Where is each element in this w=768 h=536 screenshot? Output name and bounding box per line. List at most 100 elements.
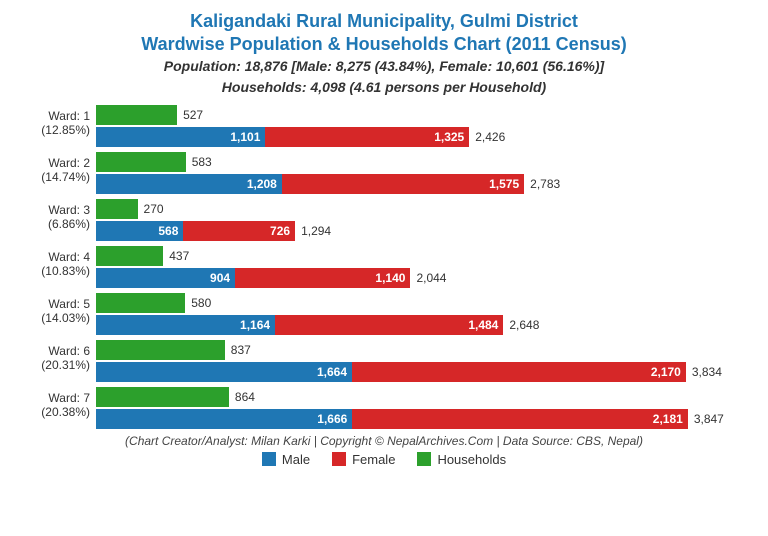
- ward-pct: (14.74%): [28, 170, 90, 184]
- subtitle-line-2: Households: 4,098 (4.61 persons per Hous…: [18, 78, 750, 97]
- ward-label: Ward: 5(14.03%): [28, 293, 96, 326]
- ward-row: Ward: 7(20.38%) 864 1,6662,181 3,847: [28, 387, 750, 429]
- title-block: Kaligandaki Rural Municipality, Gulmi Di…: [18, 10, 750, 97]
- households-value: 527: [183, 108, 203, 122]
- ward-label: Ward: 2(14.74%): [28, 152, 96, 185]
- title-line-2: Wardwise Population & Households Chart (…: [18, 33, 750, 56]
- male-bar: 1,101: [96, 127, 265, 147]
- legend-households-label: Households: [437, 452, 506, 467]
- legend-female-label: Female: [352, 452, 395, 467]
- households-bar: [96, 105, 177, 125]
- male-bar: 1,164: [96, 315, 275, 335]
- population-bar-wrap: 568726 1,294: [96, 221, 750, 241]
- households-bar-wrap: 583: [96, 152, 750, 172]
- male-swatch-icon: [262, 452, 276, 466]
- ward-pct: (20.38%): [28, 405, 90, 419]
- ward-label: Ward: 3(6.86%): [28, 199, 96, 232]
- female-bar: 1,140: [235, 268, 410, 288]
- population-bar-wrap: 1,1641,484 2,648: [96, 315, 750, 335]
- households-bar: [96, 152, 186, 172]
- households-bar: [96, 199, 138, 219]
- households-bar-wrap: 837: [96, 340, 750, 360]
- ward-label: Ward: 6(20.31%): [28, 340, 96, 373]
- households-value: 270: [144, 202, 164, 216]
- ward-row: Ward: 4(10.83%) 437 9041,140 2,044: [28, 246, 750, 288]
- ward-row: Ward: 5(14.03%) 580 1,1641,484 2,648: [28, 293, 750, 335]
- households-value: 583: [192, 155, 212, 169]
- bars-col: 864 1,6662,181 3,847: [96, 387, 750, 429]
- total-value: 2,648: [509, 318, 539, 332]
- legend-item-female: Female: [332, 452, 395, 467]
- male-bar: 904: [96, 268, 235, 288]
- households-bar: [96, 340, 225, 360]
- households-bar: [96, 246, 163, 266]
- households-bar: [96, 387, 229, 407]
- ward-pct: (12.85%): [28, 123, 90, 137]
- female-bar: 1,484: [275, 315, 503, 335]
- bars-col: 270 568726 1,294: [96, 199, 750, 241]
- male-bar: 1,666: [96, 409, 352, 429]
- households-bar-wrap: 270: [96, 199, 750, 219]
- footer-credit: (Chart Creator/Analyst: Milan Karki | Co…: [18, 434, 750, 448]
- female-bar: 1,325: [265, 127, 469, 147]
- legend: Male Female Households: [18, 452, 750, 467]
- households-bar-wrap: 437: [96, 246, 750, 266]
- female-swatch-icon: [332, 452, 346, 466]
- bars-col: 437 9041,140 2,044: [96, 246, 750, 288]
- households-swatch-icon: [417, 452, 431, 466]
- ward-row: Ward: 1(12.85%) 527 1,1011,325 2,426: [28, 105, 750, 147]
- ward-number: Ward: 5: [48, 297, 90, 311]
- bars-col: 580 1,1641,484 2,648: [96, 293, 750, 335]
- male-bar: 568: [96, 221, 183, 241]
- male-bar: 1,664: [96, 362, 352, 382]
- female-bar: 2,181: [352, 409, 688, 429]
- households-bar-wrap: 527: [96, 105, 750, 125]
- bars-col: 837 1,6642,1703,834: [96, 340, 750, 382]
- ward-number: Ward: 4: [48, 250, 90, 264]
- ward-pct: (14.03%): [28, 311, 90, 325]
- legend-male-label: Male: [282, 452, 310, 467]
- households-bar-wrap: 580: [96, 293, 750, 313]
- ward-label: Ward: 4(10.83%): [28, 246, 96, 279]
- households-value: 437: [169, 249, 189, 263]
- ward-pct: (20.31%): [28, 358, 90, 372]
- legend-item-households: Households: [417, 452, 506, 467]
- bars-col: 527 1,1011,325 2,426: [96, 105, 750, 147]
- bars-col: 583 1,2081,575 2,783: [96, 152, 750, 194]
- female-bar: 2,170: [352, 362, 686, 382]
- ward-row: Ward: 6(20.31%) 837 1,6642,1703,834: [28, 340, 750, 382]
- households-value: 864: [235, 390, 255, 404]
- ward-number: Ward: 2: [48, 156, 90, 170]
- ward-number: Ward: 7: [48, 391, 90, 405]
- male-bar: 1,208: [96, 174, 282, 194]
- total-value: 1,294: [301, 224, 331, 238]
- total-value: 2,783: [530, 177, 560, 191]
- female-bar: 1,575: [282, 174, 524, 194]
- ward-number: Ward: 1: [48, 109, 90, 123]
- female-bar: 726: [183, 221, 295, 241]
- ward-label: Ward: 7(20.38%): [28, 387, 96, 420]
- ward-number: Ward: 3: [48, 203, 90, 217]
- households-bar: [96, 293, 185, 313]
- total-value: 2,426: [475, 130, 505, 144]
- households-value: 580: [191, 296, 211, 310]
- ward-label: Ward: 1(12.85%): [28, 105, 96, 138]
- ward-number: Ward: 6: [48, 344, 90, 358]
- total-value: 3,847: [694, 412, 724, 426]
- subtitle-line-1: Population: 18,876 [Male: 8,275 (43.84%)…: [18, 57, 750, 76]
- population-bar-wrap: 9041,140 2,044: [96, 268, 750, 288]
- ward-pct: (10.83%): [28, 264, 90, 278]
- total-value: 2,044: [416, 271, 446, 285]
- chart-area: Ward: 1(12.85%) 527 1,1011,325 2,426 Ward: 2…: [18, 105, 750, 429]
- title-line-1: Kaligandaki Rural Municipality, Gulmi Di…: [18, 10, 750, 33]
- population-bar-wrap: 1,1011,325 2,426: [96, 127, 750, 147]
- ward-row: Ward: 3(6.86%) 270 568726 1,294: [28, 199, 750, 241]
- population-bar-wrap: 1,6662,181 3,847: [96, 409, 750, 429]
- population-bar-wrap: 1,6642,1703,834: [96, 362, 750, 382]
- households-value: 837: [231, 343, 251, 357]
- households-bar-wrap: 864: [96, 387, 750, 407]
- ward-row: Ward: 2(14.74%) 583 1,2081,575 2,783: [28, 152, 750, 194]
- population-bar-wrap: 1,2081,575 2,783: [96, 174, 750, 194]
- legend-item-male: Male: [262, 452, 310, 467]
- ward-pct: (6.86%): [28, 217, 90, 231]
